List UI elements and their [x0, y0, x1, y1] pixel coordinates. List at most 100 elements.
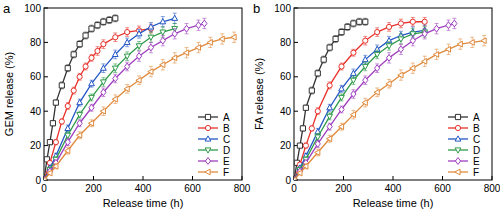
error-bar: [173, 13, 177, 23]
data-point: [398, 37, 404, 42]
chart: 0200400600800020406080100Release time (h…: [0, 0, 500, 218]
data-point: [89, 26, 94, 31]
error-bar: [316, 134, 320, 141]
data-point: [125, 29, 130, 34]
series-line: [44, 18, 115, 180]
error-bar: [316, 108, 320, 115]
error-bar: [137, 42, 141, 51]
data-point: [309, 88, 314, 93]
x-tick: [442, 176, 443, 180]
data-point: [327, 105, 333, 110]
error-bar: [161, 36, 165, 46]
error-bar: [435, 23, 439, 33]
error-bar: [340, 106, 344, 113]
legend-label: E: [223, 156, 230, 167]
data-point: [363, 38, 368, 43]
legend-marker: [455, 125, 460, 130]
data-point: [422, 19, 427, 24]
error-bar: [137, 30, 141, 39]
data-point: [101, 89, 106, 96]
y-tick: [44, 76, 48, 77]
legend-marker: [205, 158, 210, 165]
data-point: [65, 133, 71, 138]
error-bar: [149, 24, 153, 33]
data-point: [445, 46, 450, 52]
error-bar: [113, 50, 117, 59]
data-point: [231, 34, 236, 40]
error-bar: [298, 144, 302, 147]
error-bar: [351, 49, 355, 56]
error-bar: [90, 80, 94, 87]
error-bar: [340, 85, 344, 92]
data-point: [297, 170, 302, 176]
error-bar: [78, 111, 82, 118]
data-point: [398, 21, 403, 26]
error-bar: [375, 64, 379, 73]
data-point: [65, 139, 70, 146]
data-point: [469, 40, 474, 46]
data-point: [44, 177, 47, 180]
legend-marker: [205, 148, 211, 153]
y-tick: [294, 111, 298, 112]
data-point: [294, 177, 297, 180]
legend-marker: [455, 158, 460, 165]
data-point: [315, 135, 321, 140]
data-point: [101, 65, 107, 70]
error-bar: [101, 18, 105, 25]
y-tick: [44, 42, 48, 43]
data-point: [294, 178, 297, 180]
y-tick: [294, 42, 298, 43]
data-point: [315, 109, 320, 114]
error-bar: [51, 121, 55, 126]
data-point: [362, 100, 367, 106]
data-point: [77, 74, 82, 79]
y-tick-label: 40: [280, 106, 292, 117]
error-bar: [60, 119, 64, 124]
error-bar: [113, 64, 117, 73]
legend-label: B: [223, 123, 230, 134]
data-point: [457, 41, 462, 47]
error-bar: [387, 42, 391, 51]
y-tick-label: 100: [274, 3, 291, 14]
data-point: [362, 64, 368, 69]
data-point: [363, 77, 368, 84]
y-tick-label: 100: [24, 3, 41, 14]
data-point: [148, 69, 153, 75]
data-point: [183, 50, 188, 56]
data-point: [136, 53, 141, 60]
error-bar: [66, 125, 70, 132]
series-line: [294, 22, 365, 180]
error-bar: [301, 126, 305, 131]
legend-label: E: [473, 156, 480, 167]
error-bar: [345, 23, 349, 30]
error-bar: [202, 18, 206, 28]
x-tick-label: 0: [41, 183, 47, 194]
plot-frame: [294, 8, 492, 180]
x-tick-label: 0: [291, 183, 297, 194]
error-bar: [95, 22, 99, 29]
data-point: [101, 42, 106, 47]
y-tick: [44, 8, 48, 9]
error-bar: [72, 87, 76, 94]
error-bar: [54, 100, 58, 105]
data-point: [339, 95, 345, 100]
data-point: [410, 19, 415, 24]
data-point: [303, 143, 308, 148]
x-tick-label: 200: [335, 183, 352, 194]
data-point: [434, 25, 439, 32]
error-bar: [446, 20, 450, 30]
data-point: [77, 42, 82, 47]
y-tick-label: 20: [280, 140, 292, 151]
data-point: [339, 106, 344, 113]
legend-label: D: [473, 145, 480, 156]
y-tick-label: 60: [280, 71, 292, 82]
data-point: [452, 20, 457, 27]
error-bar: [66, 132, 70, 139]
data-point: [148, 35, 154, 40]
data-point: [77, 99, 83, 104]
data-point: [315, 141, 320, 148]
x-tick-label: 800: [484, 183, 500, 194]
legend-label: A: [473, 112, 480, 123]
y-tick-label: 80: [30, 37, 42, 48]
data-point: [386, 81, 391, 87]
